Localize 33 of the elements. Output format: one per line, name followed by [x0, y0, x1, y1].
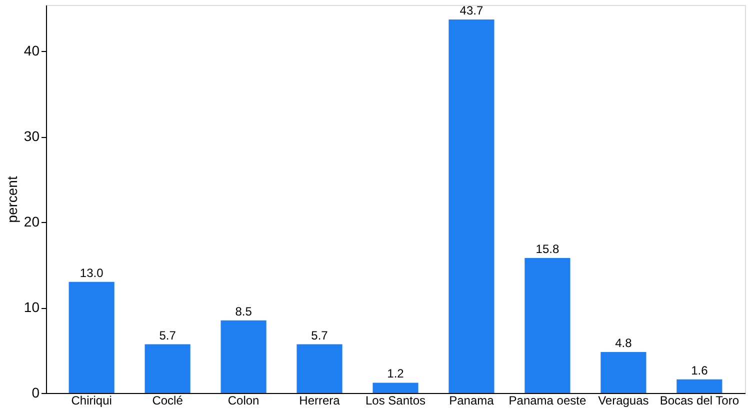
y-tick-label: 30	[24, 128, 40, 144]
x-tick-label: Chiriqui	[71, 394, 112, 408]
bar	[524, 258, 570, 393]
x-tick-label: Colon	[228, 394, 260, 408]
data-label: 1.2	[387, 366, 404, 381]
data-label: 15.8	[536, 242, 560, 256]
bar	[372, 382, 418, 393]
bar	[144, 344, 190, 393]
x-tick-label: Panama	[449, 394, 494, 408]
x-tick-label: Veraguas	[598, 394, 649, 408]
x-tick-label: Coclé	[152, 394, 184, 408]
y-tick-label: 20	[24, 214, 40, 230]
x-tick-label: Los Santos	[365, 394, 426, 408]
bar	[296, 344, 342, 393]
bar	[68, 282, 114, 393]
x-tick-label: Herrera	[299, 394, 340, 408]
y-tick-label: 10	[24, 299, 40, 316]
x-tick-label: Bocas del Toro	[660, 394, 740, 408]
bar	[676, 379, 722, 393]
y-tick-label: 40	[24, 42, 40, 59]
y-tick-label: 0	[32, 384, 40, 400]
data-label: 43.7	[460, 4, 484, 18]
data-label: 8.5	[235, 304, 252, 318]
data-label: 1.6	[691, 363, 708, 378]
x-tick-label: Panama oeste	[508, 394, 586, 408]
bar	[220, 320, 266, 393]
bar	[448, 20, 494, 393]
y-axis-title: percent	[4, 176, 20, 223]
bar	[600, 352, 646, 393]
data-label: 4.8	[615, 336, 632, 350]
data-label: 13.0	[80, 266, 104, 280]
data-label: 5.7	[311, 328, 328, 342]
data-label: 5.7	[159, 328, 176, 342]
